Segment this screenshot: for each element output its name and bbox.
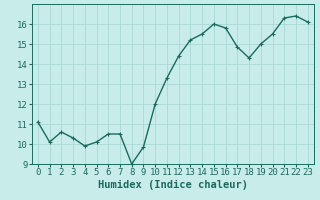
X-axis label: Humidex (Indice chaleur): Humidex (Indice chaleur) [98, 180, 248, 190]
